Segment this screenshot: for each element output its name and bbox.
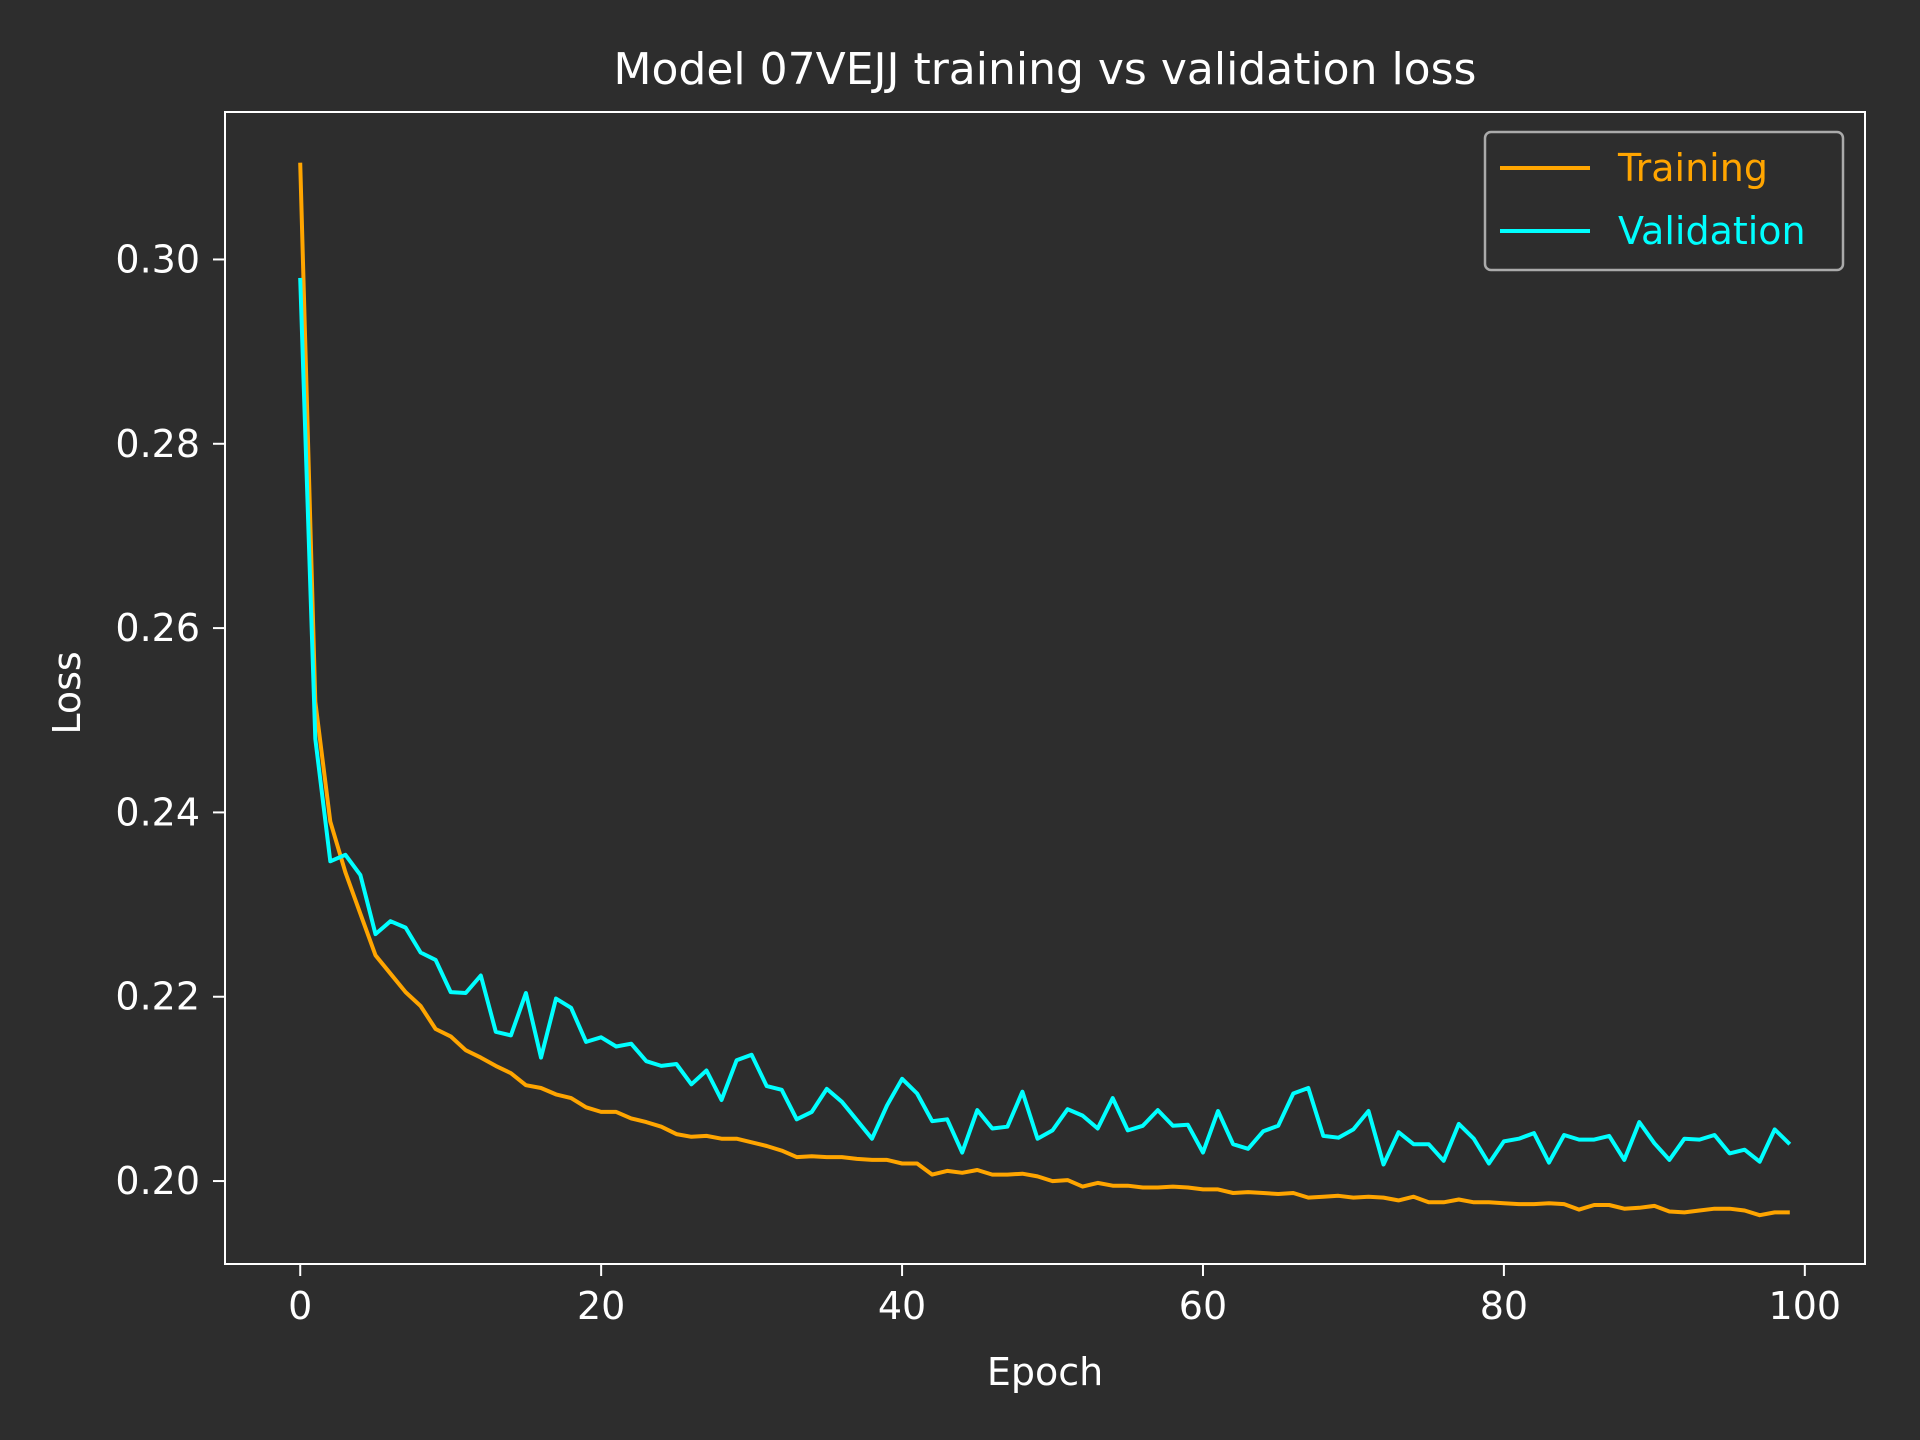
plot-frame — [224, 111, 1866, 1265]
x-tick-label: 60 — [1179, 1284, 1227, 1328]
y-tick-label: 0.26 — [115, 606, 200, 650]
y-tick-label: 0.20 — [115, 1159, 200, 1203]
x-tick-label: 0 — [288, 1284, 312, 1328]
legend: Training Validation — [1483, 130, 1845, 272]
series-line-validation — [298, 277, 1792, 1167]
legend-label-training: Training — [1617, 146, 1768, 190]
y-tick-label: 0.30 — [115, 237, 200, 281]
series-line-training — [298, 162, 1790, 1218]
x-axis: 0 20 40 60 80 100 — [288, 1264, 1841, 1328]
plot-area: 0 20 40 60 80 100 0.20 0.22 0.24 0.26 0.28 0.30 — [115, 111, 1866, 1328]
y-tick-label: 0.24 — [115, 790, 200, 834]
x-tick-label: 80 — [1480, 1284, 1528, 1328]
y-axis-title: Loss — [45, 651, 89, 734]
x-axis-title: Epoch — [987, 1350, 1103, 1394]
y-axis: 0.20 0.22 0.24 0.26 0.28 0.30 — [115, 237, 225, 1203]
y-tick-label: 0.28 — [115, 422, 200, 466]
x-tick-label: 40 — [878, 1284, 926, 1328]
x-tick-label: 100 — [1769, 1284, 1842, 1328]
x-tick-label: 20 — [577, 1284, 625, 1328]
y-tick-label: 0.22 — [115, 975, 200, 1019]
legend-label-validation: Validation — [1618, 209, 1806, 253]
series-lines — [298, 162, 1792, 1218]
chart-title: Model 07VEJJ training vs validation loss — [614, 44, 1477, 95]
